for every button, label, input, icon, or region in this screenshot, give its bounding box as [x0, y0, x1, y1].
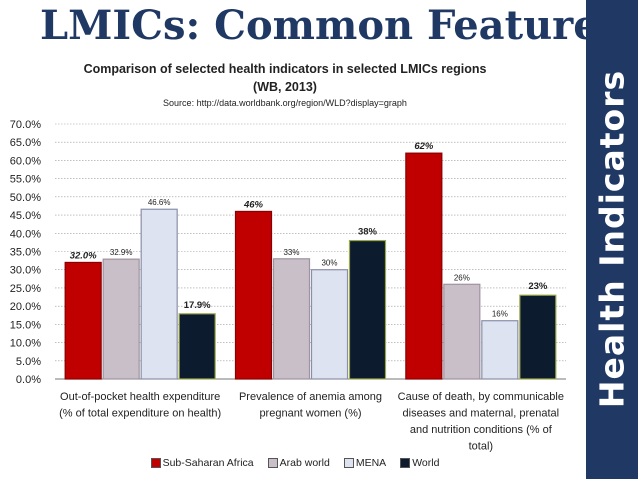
bar-chart: 0.0% 5.0% 10.0% 15.0% 20.0% 25.0% 30.0% 35.0% 40… — [10, 119, 566, 453]
data-label: 33% — [283, 248, 299, 257]
data-label: 38% — [358, 227, 378, 238]
data-label: 32.0% — [70, 250, 97, 261]
legend-item: Arab world — [267, 457, 330, 469]
data-label: 16% — [492, 310, 508, 319]
side-band — [586, 0, 638, 479]
y-tick-label: 40.0% — [10, 228, 41, 240]
y-tick-label: 55.0% — [10, 174, 41, 186]
bar-mena — [310, 269, 349, 380]
legend-swatch — [267, 458, 278, 468]
data-label: 62% — [414, 141, 434, 152]
slide-title: LMICs: Common Features — [40, 2, 622, 49]
legend-swatch — [400, 458, 411, 468]
bar-world — [348, 239, 387, 380]
chart-title-line-2: (WB, 2013) — [253, 80, 317, 94]
bar-arab-world — [443, 283, 481, 380]
y-tick-label: 30.0% — [10, 265, 41, 277]
data-label: 46.6% — [148, 198, 171, 207]
y-tick-label: 70.0% — [10, 119, 41, 131]
category-label: Cause of death, by communicable — [398, 391, 564, 403]
y-tick-label: 15.0% — [10, 319, 41, 331]
data-label: 30% — [321, 259, 337, 268]
y-tick-label: 35.0% — [10, 247, 41, 259]
chart-source: Source: http://data.worldbank.org/region… — [163, 98, 407, 108]
data-label: 46% — [243, 199, 264, 210]
y-tick-label: 5.0% — [16, 356, 41, 368]
y-tick-label: 45.0% — [10, 210, 41, 222]
side-label: Health Indicators — [592, 69, 632, 409]
category-label: pregnant women (%) — [259, 408, 361, 420]
y-tick-label: 25.0% — [10, 283, 41, 295]
legend-item: World — [400, 457, 439, 469]
legend-label: Sub-Saharan Africa — [162, 457, 254, 469]
y-tick-label: 10.0% — [10, 338, 41, 350]
bar-arab-world — [272, 258, 311, 380]
y-tick-label: 0.0% — [16, 374, 41, 386]
data-label: 23% — [528, 281, 548, 292]
legend-item: MENA — [343, 457, 387, 469]
category-label: (% of total expenditure on health) — [59, 408, 221, 420]
chart-title: Comparison of selected health indicators… — [60, 60, 510, 96]
y-tick-label: 20.0% — [10, 301, 41, 313]
bar-arab-world — [102, 258, 140, 380]
bar-world — [519, 294, 557, 380]
y-tick-label: 60.0% — [10, 155, 41, 167]
y-tick-label: 65.0% — [10, 137, 41, 149]
data-label: 17.9% — [184, 300, 211, 311]
legend-label: World — [412, 457, 440, 469]
legend-swatch — [343, 458, 354, 468]
legend-label: Arab world — [279, 457, 330, 469]
data-label: 32.9% — [110, 248, 133, 257]
data-label: 26% — [454, 273, 470, 282]
category-label: Out-of-pocket health expenditure — [60, 391, 220, 403]
category-label: diseases and maternal, prenatal — [403, 408, 560, 420]
bar-sub-saharan-africa — [64, 261, 102, 380]
legend: Sub-Saharan Africa Arab world MENA World — [0, 457, 590, 469]
bar-mena — [140, 208, 178, 380]
legend-label: MENA — [355, 457, 387, 469]
legend-swatch — [150, 458, 161, 468]
bar-mena — [481, 320, 519, 380]
y-tick-label: 50.0% — [10, 192, 41, 204]
bar-world — [178, 313, 216, 380]
legend-item: Sub-Saharan Africa — [150, 457, 254, 469]
category-label: total) — [469, 441, 493, 453]
chart-title-line-1: Comparison of selected health indicators… — [83, 62, 487, 76]
category-label: Prevalence of anemia among — [239, 391, 382, 403]
bar-sub-saharan-africa — [234, 210, 273, 380]
category-label: and nutrition conditions (% of — [410, 424, 553, 436]
bar-sub-saharan-africa — [405, 152, 443, 380]
